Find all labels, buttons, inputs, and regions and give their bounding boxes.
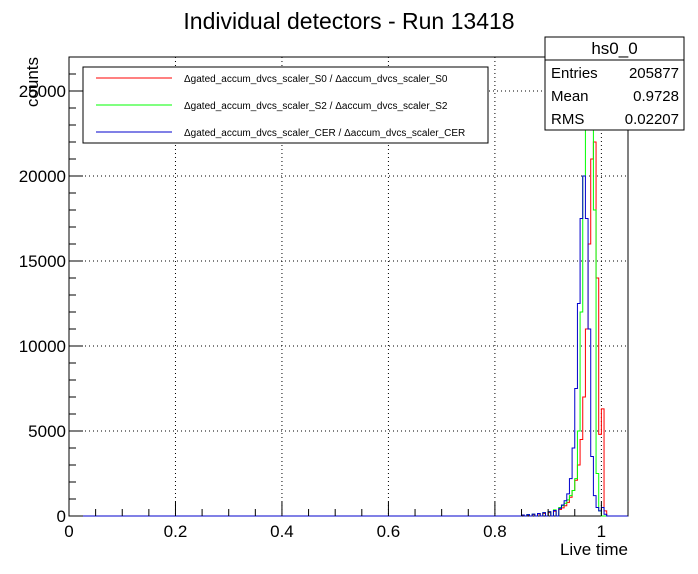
stats-rms-value: 0.02207 <box>625 111 679 128</box>
stats-box: hs0_0 Entries 205877 Mean 0.9728 RMS 0.0… <box>544 36 685 131</box>
chart-title: Individual detectors - Run 13418 <box>183 8 514 34</box>
stats-entries-label: Entries <box>551 65 598 82</box>
legend-label-s2: Δgated_accum_dvcs_scaler_S2 / Δaccum_dvc… <box>184 101 448 112</box>
x-tick-label: 0.2 <box>164 522 188 541</box>
stats-mean-value: 0.9728 <box>633 88 679 105</box>
y-tick-label: 25000 <box>19 82 66 101</box>
histogram-line <box>69 99 628 517</box>
axis-ticks <box>68 56 629 517</box>
stats-rms-label: RMS <box>551 111 584 128</box>
y-tick-label: 15000 <box>19 252 66 271</box>
y-tick-label: 5000 <box>28 422 66 441</box>
y-tick-label: 20000 <box>19 167 66 186</box>
stats-entries-value: 205877 <box>629 65 679 82</box>
histogram-line <box>69 175 628 517</box>
x-tick-label: 0.6 <box>377 522 401 541</box>
stats-box-frame <box>544 36 685 131</box>
y-axis-label: counts <box>23 57 42 107</box>
histogram-series <box>69 99 628 517</box>
x-axis-label: Live time <box>560 540 628 559</box>
legend-label-cer: Δgated_accum_dvcs_scaler_CER / Δaccum_dv… <box>184 128 465 139</box>
histogram-line <box>69 141 628 517</box>
x-tick-label: 0 <box>64 522 73 541</box>
stats-histogram-name: hs0_0 <box>591 39 637 58</box>
x-tick-label: 1 <box>597 522 606 541</box>
legend: Δgated_accum_dvcs_scaler_S0 / Δaccum_dvc… <box>82 66 489 144</box>
y-tick-label: 10000 <box>19 337 66 356</box>
tick-labels: 0 0.2 0.4 0.6 0.8 1 0 5000 10000 15000 20000 25000 <box>19 82 606 541</box>
y-tick-label: 0 <box>57 507 66 526</box>
x-tick-label: 0.8 <box>483 522 507 541</box>
legend-label-s0: Δgated_accum_dvcs_scaler_S0 / Δaccum_dvc… <box>184 74 448 85</box>
x-tick-label: 0.4 <box>270 522 294 541</box>
stats-mean-label: Mean <box>551 88 589 105</box>
